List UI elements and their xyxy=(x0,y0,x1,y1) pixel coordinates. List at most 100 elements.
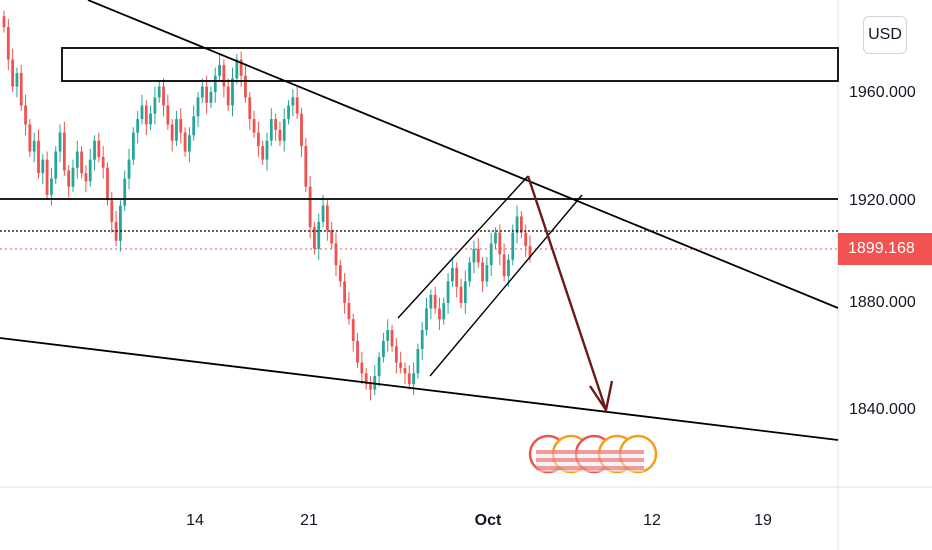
candle-body xyxy=(330,229,334,244)
candle-body xyxy=(71,167,75,187)
candle-body xyxy=(93,140,96,160)
channel-lower-line[interactable] xyxy=(429,194,583,377)
time-axis[interactable]: 14 21 Oct 12 19 xyxy=(186,512,772,529)
candle-body xyxy=(187,135,191,152)
price-axis[interactable]: 1960.000 1920.000 1880.000 1840.000 xyxy=(849,84,916,418)
candle-body xyxy=(205,86,209,103)
candle-body xyxy=(45,159,49,195)
candle-body xyxy=(239,59,243,76)
candle-body xyxy=(463,281,467,304)
candle-body xyxy=(524,232,528,247)
candle-body xyxy=(347,303,351,320)
candle-body xyxy=(19,73,23,106)
upper-trendline[interactable] xyxy=(87,0,839,309)
drawings xyxy=(0,0,839,441)
candle-body xyxy=(412,373,415,385)
candle-body xyxy=(24,105,27,125)
candle-body xyxy=(278,129,282,141)
candle-body xyxy=(528,246,532,258)
resistance-zone[interactable] xyxy=(61,47,839,82)
lower-trendline[interactable] xyxy=(0,337,839,441)
candle-body xyxy=(377,357,381,377)
x-tick-label: 21 xyxy=(300,512,318,529)
candle-body xyxy=(179,119,183,133)
candle-body xyxy=(360,362,364,374)
candle-body xyxy=(468,262,472,282)
candle-body xyxy=(394,346,398,363)
x-tick-label: 12 xyxy=(643,512,661,529)
candle-body xyxy=(282,119,286,141)
x-tick-label: 19 xyxy=(754,512,772,529)
projection-arrow-line[interactable] xyxy=(526,175,608,411)
candle-body xyxy=(390,330,394,347)
candle-body xyxy=(123,178,127,206)
candle-body xyxy=(54,151,58,179)
candle-body xyxy=(62,132,66,171)
candle-body xyxy=(502,254,506,276)
y-tick-label: 1840.000 xyxy=(849,401,916,418)
candle-body xyxy=(101,156,105,168)
candle-body xyxy=(140,105,144,120)
candle-body xyxy=(425,308,428,331)
candle-body xyxy=(75,151,79,168)
candle-body xyxy=(218,64,221,76)
candle-body xyxy=(200,86,204,98)
candle-body xyxy=(50,178,53,195)
candle-body xyxy=(252,119,256,133)
candle-body xyxy=(15,73,19,87)
candle-body xyxy=(37,140,40,174)
candle-body xyxy=(403,367,407,374)
candle-body xyxy=(338,265,342,282)
candle-body xyxy=(170,124,174,141)
candle-body xyxy=(274,119,278,130)
candle-body xyxy=(256,132,260,147)
candle-body xyxy=(519,216,523,233)
candle-body xyxy=(429,294,433,309)
candle-body xyxy=(248,97,252,120)
candle-body xyxy=(119,205,122,241)
candle-body xyxy=(287,105,290,120)
candle-body xyxy=(485,265,489,282)
candle-body xyxy=(446,281,450,304)
candle-body xyxy=(459,286,463,304)
candle-body xyxy=(222,64,226,87)
candle-body xyxy=(334,243,338,266)
candle-body xyxy=(399,362,403,368)
candle-body xyxy=(244,75,247,98)
candle-body xyxy=(343,281,347,304)
candle-body xyxy=(313,227,316,249)
candle-body xyxy=(209,91,213,103)
currency-button[interactable]: USD xyxy=(863,16,907,54)
candle-body xyxy=(97,140,101,157)
candle-body xyxy=(166,105,170,125)
candle-body xyxy=(476,248,480,263)
candle-body xyxy=(300,113,303,147)
candle-body xyxy=(192,116,196,136)
channel-upper-line[interactable] xyxy=(397,175,529,319)
candle-body xyxy=(386,330,390,341)
candle-body xyxy=(196,97,200,117)
candle-body xyxy=(149,113,152,125)
candle-body xyxy=(308,186,312,228)
candle-body xyxy=(136,119,140,133)
candle-body xyxy=(511,232,515,260)
candle-body xyxy=(407,373,411,385)
candle-body xyxy=(433,294,437,309)
candle-body xyxy=(226,86,230,106)
candle-body xyxy=(455,267,459,287)
candle-body xyxy=(325,205,329,230)
candle-body xyxy=(261,146,265,160)
candle-body xyxy=(265,140,269,160)
economic-events[interactable] xyxy=(528,434,658,474)
candle-body xyxy=(144,105,148,125)
last-price-label: 1899.168 xyxy=(838,233,932,265)
candle-body xyxy=(507,259,510,276)
candle-body xyxy=(295,97,299,114)
candle-body xyxy=(382,340,385,358)
candle-body xyxy=(183,132,187,152)
candle-body xyxy=(110,200,114,222)
candle-body xyxy=(269,119,273,141)
candle-body xyxy=(515,216,519,233)
candle-body xyxy=(11,59,15,87)
candle-body xyxy=(356,340,359,363)
